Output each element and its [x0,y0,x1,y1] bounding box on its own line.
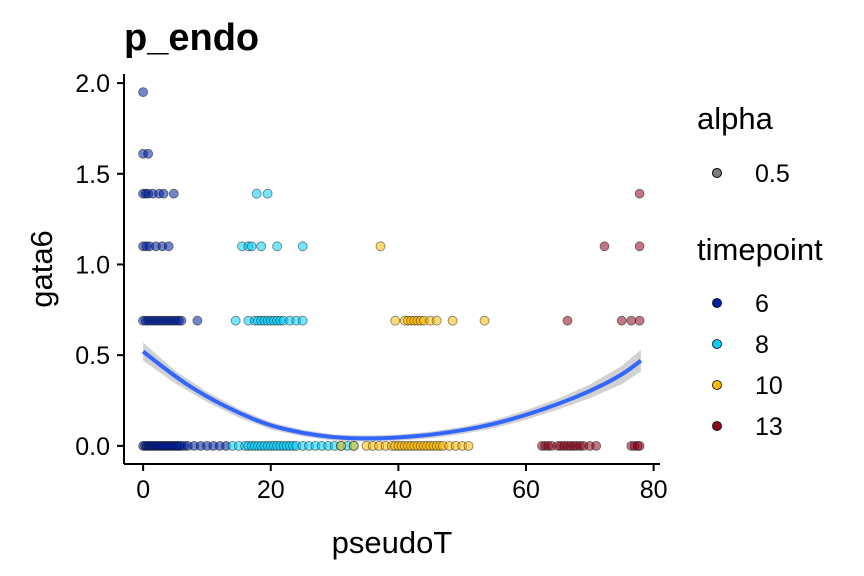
legend-timepoint-items: 6 8 10 13 [712,290,783,441]
data-point-tp13 [634,315,645,326]
legend-label-tp8: 8 [755,331,769,359]
data-point-tp13 [626,315,637,326]
x-tick-label: 60 [512,476,540,504]
data-point-tp10 [447,315,458,326]
data-point-tp6 [143,148,154,159]
smooth-line-layer [141,349,643,441]
legend-label-tp6: 6 [755,290,769,318]
data-point-tp10 [390,315,401,326]
data-point-tp6 [158,188,169,199]
legend-key-tp6 [712,298,722,308]
x-axis-title: pseudoT [332,525,453,560]
data-point-tp13 [634,241,645,252]
y-tick-label: 1.0 [75,251,110,279]
data-point-tp8 [262,188,273,199]
data-point-tp13 [562,315,573,326]
smooth-fit-line [141,349,643,441]
data-point-tp6 [176,315,187,326]
y-tick-label: 2.0 [75,70,110,98]
data-point-tp10 [479,315,490,326]
legend: alpha 0.5 timepoint 6 8 10 13 [697,101,823,441]
x-tick-label: 20 [257,476,285,504]
data-point-tp8 [272,241,283,252]
data-point-tp6 [163,241,174,252]
legend-key-tp10 [712,380,722,390]
data-point-tp8 [297,315,308,326]
data-point-tp13 [591,440,602,451]
data-point-tp6 [168,188,179,199]
legend-label-tp10: 10 [755,372,783,400]
legend-label-tp13: 13 [755,413,783,441]
legend-alpha-label: 0.5 [755,160,790,188]
data-point-tp13 [634,440,645,451]
data-point-tp8 [251,188,262,199]
data-point-tp10 [375,241,386,252]
points-layer [138,87,645,451]
data-point-tp10 [431,315,442,326]
smooth-confidence-band [143,342,641,442]
data-point-tp10 [336,440,346,451]
x-tick-label: 0 [136,476,150,504]
data-point-tp13 [634,188,645,199]
x-ticks: 0 20 40 60 80 [136,464,668,504]
legend-alpha-key [712,168,722,178]
data-point-tp8 [230,315,241,326]
data-point-tp8 [246,241,257,252]
data-point-tp13 [599,241,610,252]
data-point-tp8 [297,241,308,252]
data-point-tp6 [138,87,149,97]
data-point-tp13 [616,315,627,326]
data-point-tp10 [463,440,474,451]
chart-title: p_endo [124,17,259,59]
data-point-tp10 [348,440,359,451]
legend-key-tp13 [712,421,722,431]
data-point-tp8 [256,241,267,252]
y-axis-title: gata6 [24,230,59,308]
y-ticks: 0.0 0.5 1.0 1.5 2.0 [75,70,124,461]
smooth-band-layer [143,342,641,442]
x-tick-label: 40 [384,476,412,504]
y-tick-label: 0.5 [75,342,110,370]
y-tick-label: 1.5 [75,161,110,189]
x-tick-label: 80 [640,476,668,504]
legend-alpha-title: alpha [697,101,774,136]
data-point-tp6 [192,315,203,326]
y-tick-label: 0.0 [75,433,110,461]
legend-timepoint-title: timepoint [697,232,823,267]
legend-key-tp8 [712,339,722,349]
